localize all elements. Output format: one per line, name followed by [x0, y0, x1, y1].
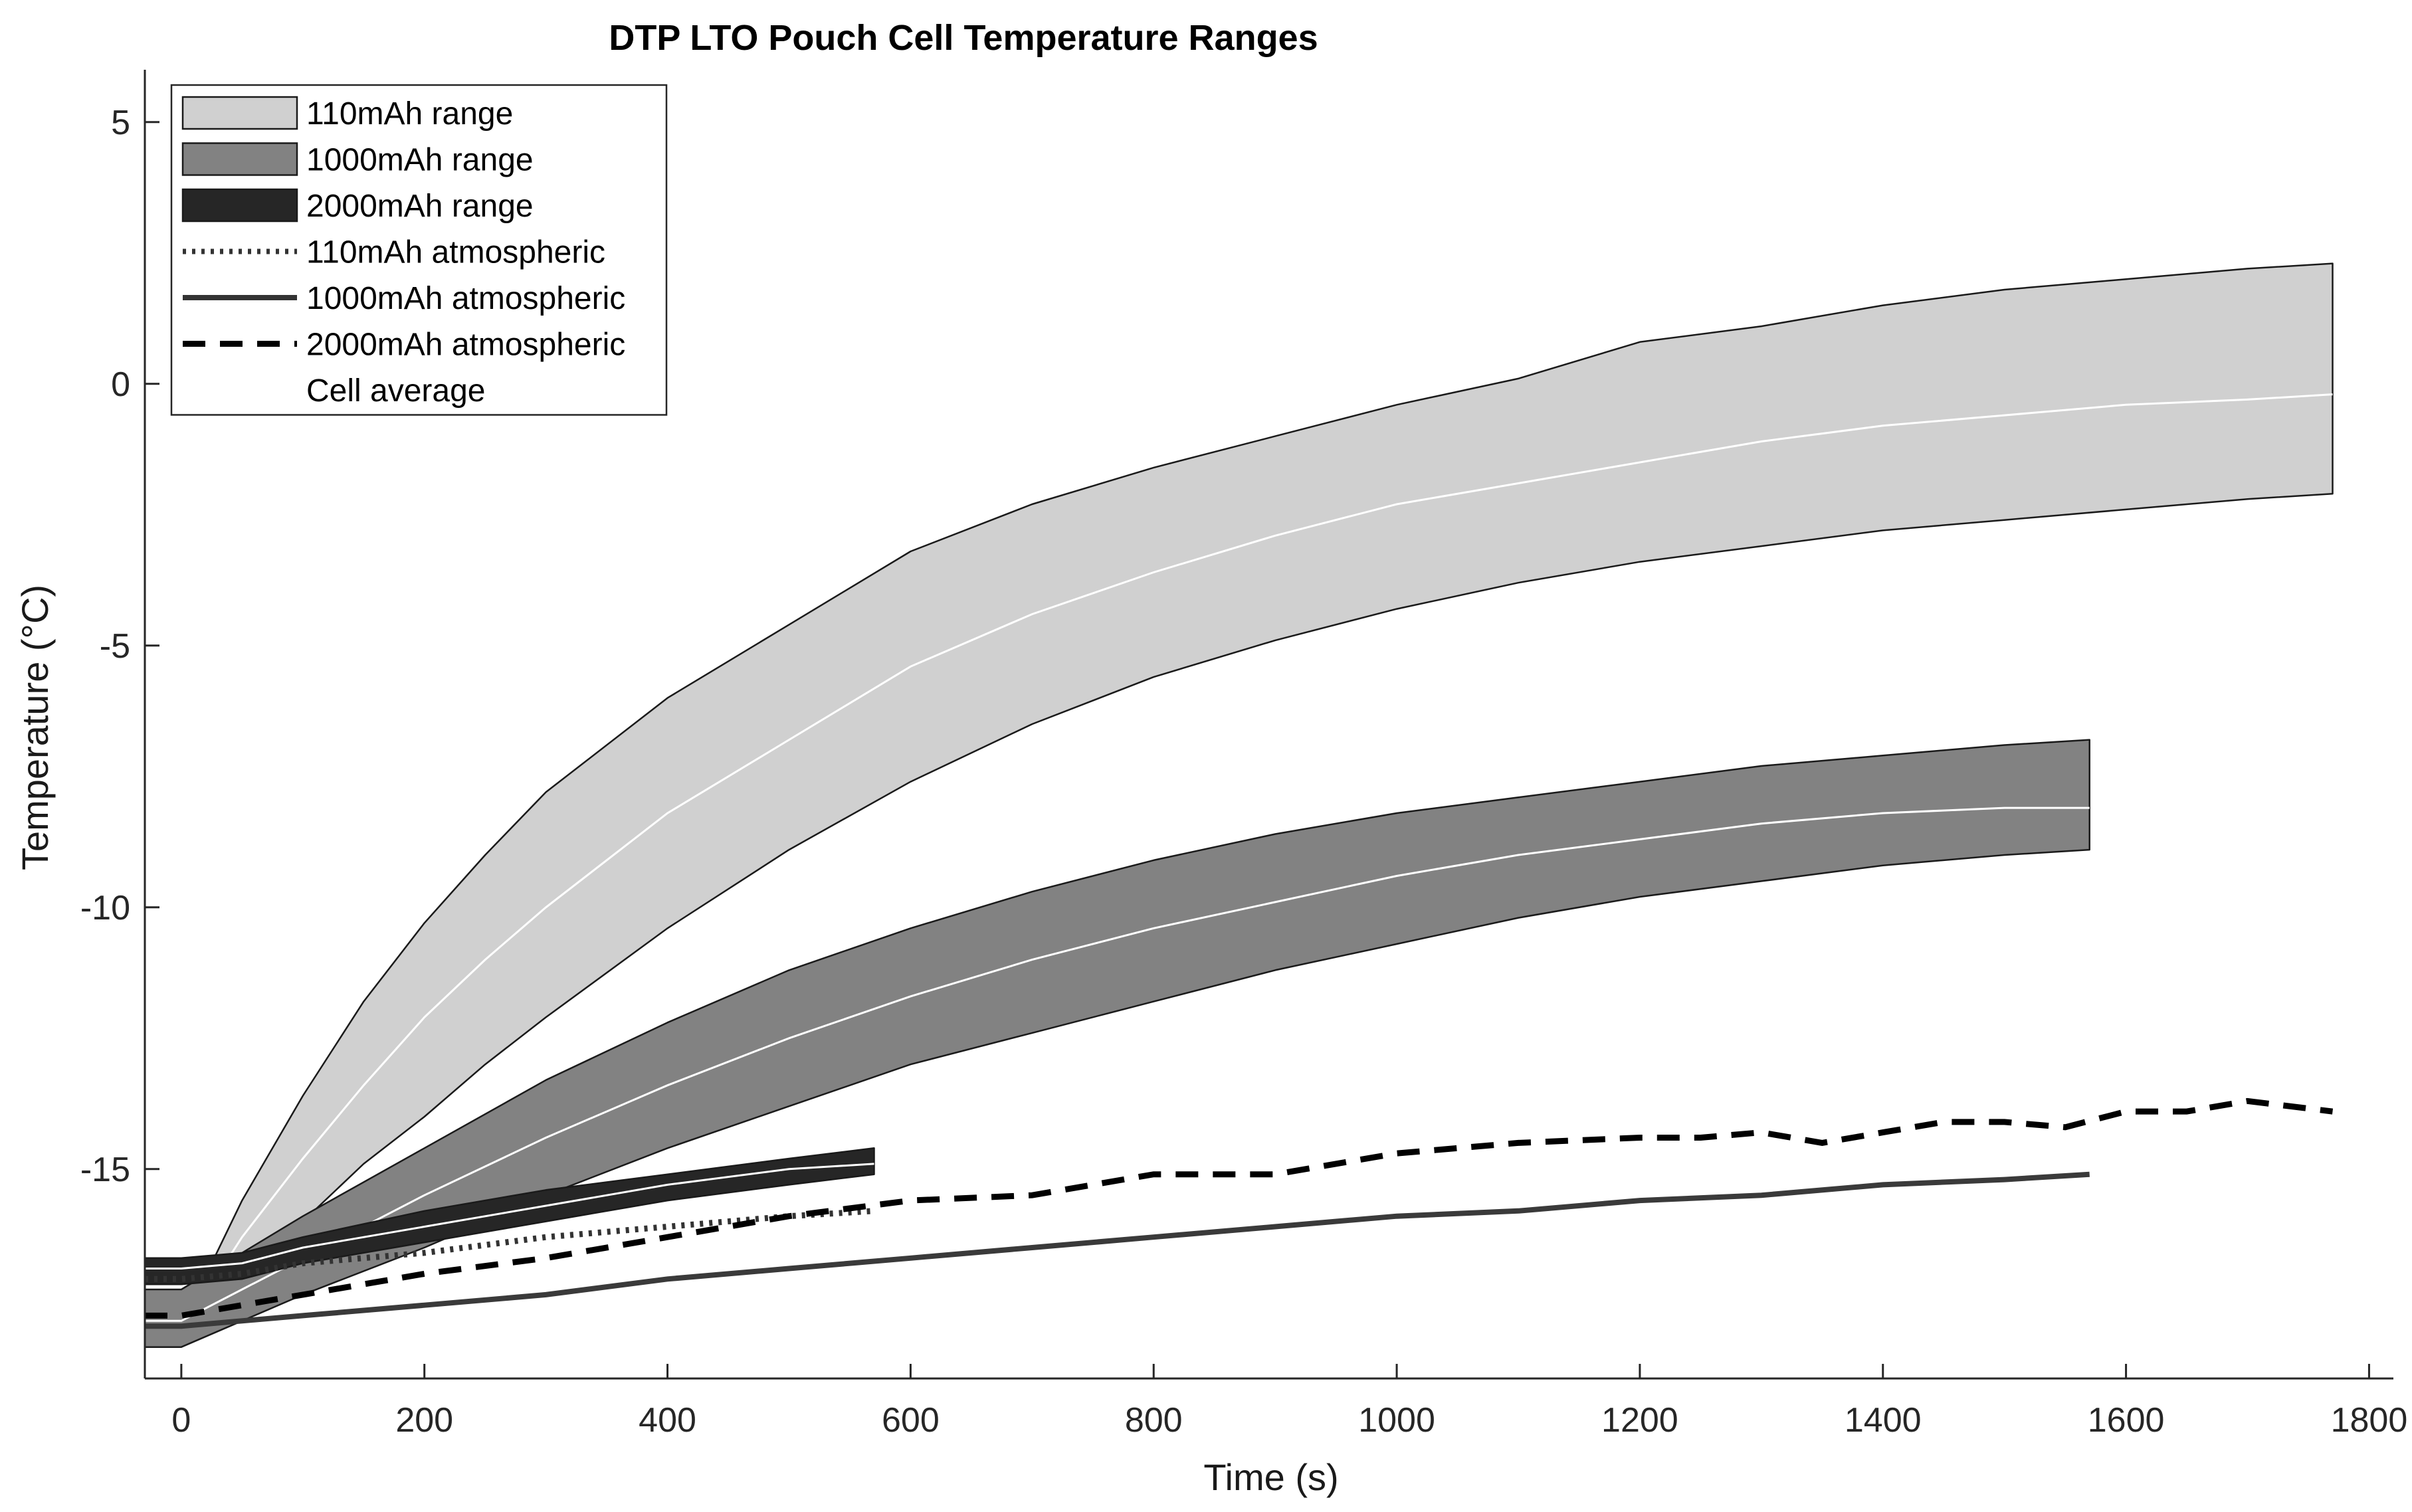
x-tick-label: 1600: [2088, 1401, 2165, 1440]
x-tick-label: 1000: [1358, 1401, 1435, 1440]
x-tick-label: 800: [1125, 1401, 1183, 1440]
x-tick-label: 200: [395, 1401, 453, 1440]
y-axis-label: Temperature (°C): [14, 585, 56, 870]
x-tick-label: 600: [882, 1401, 940, 1440]
1000mah-range-band: [144, 739, 2090, 1348]
legend-2000mah-range-swatch: [181, 188, 298, 223]
axes: 0 200 400 600 800 1000 1200 1400 1600 1800 5 0 -5 -10…: [80, 70, 2407, 1440]
y-tick-label: 0: [111, 365, 130, 404]
2000mah-range-cell-average-line: [145, 1163, 874, 1270]
legend-1000mah-range-label: 1000mAh range: [306, 143, 534, 178]
legend-110mah-atmospheric-label: 110mAh atmospheric: [306, 235, 605, 270]
legend-cell-average-label: Cell average: [306, 373, 485, 409]
legend-2000mah-range-label: 2000mAh range: [306, 189, 534, 224]
2000mah-atmospheric-line: [145, 1097, 2334, 1319]
legend-110mah-range-label: 110mAh range: [306, 96, 513, 132]
y-tick-label: -5: [100, 627, 130, 666]
legend-1000mah-atmospheric-label: 1000mAh atmospheric: [306, 281, 625, 316]
plot-area: [144, 262, 2334, 1348]
x-tick-label: 400: [639, 1401, 696, 1440]
110mah-atmospheric-line: [145, 1208, 874, 1282]
legend-box: [170, 84, 668, 416]
legend: 110mAh range 1000mAh range 2000mAh range 11…: [170, 84, 668, 416]
y-tick-label: 5: [111, 104, 130, 142]
legend-2000mah-atmospheric-label: 2000mAh atmospheric: [306, 328, 625, 363]
110mah-range-band: [180, 262, 2334, 1333]
x-tick-label: 1800: [2331, 1401, 2408, 1440]
1000mah-atmospheric-line: [145, 1171, 2090, 1329]
x-tick-label: 1200: [1601, 1401, 1678, 1440]
chart-title: DTP LTO Pouch Cell Temperature Ranges: [609, 18, 1318, 58]
legend-1000mah-range-swatch: [181, 142, 298, 176]
x-axis-label: Time (s): [1203, 1456, 1338, 1498]
y-tick-label: -10: [80, 889, 130, 927]
legend-110mah-range-swatch: [181, 96, 298, 130]
y-tick-label: -15: [80, 1151, 130, 1189]
x-tick-label: 0: [171, 1401, 191, 1440]
x-tick-label: 1400: [1845, 1401, 1922, 1440]
110mah-range-cell-average-line: [180, 393, 2333, 1327]
